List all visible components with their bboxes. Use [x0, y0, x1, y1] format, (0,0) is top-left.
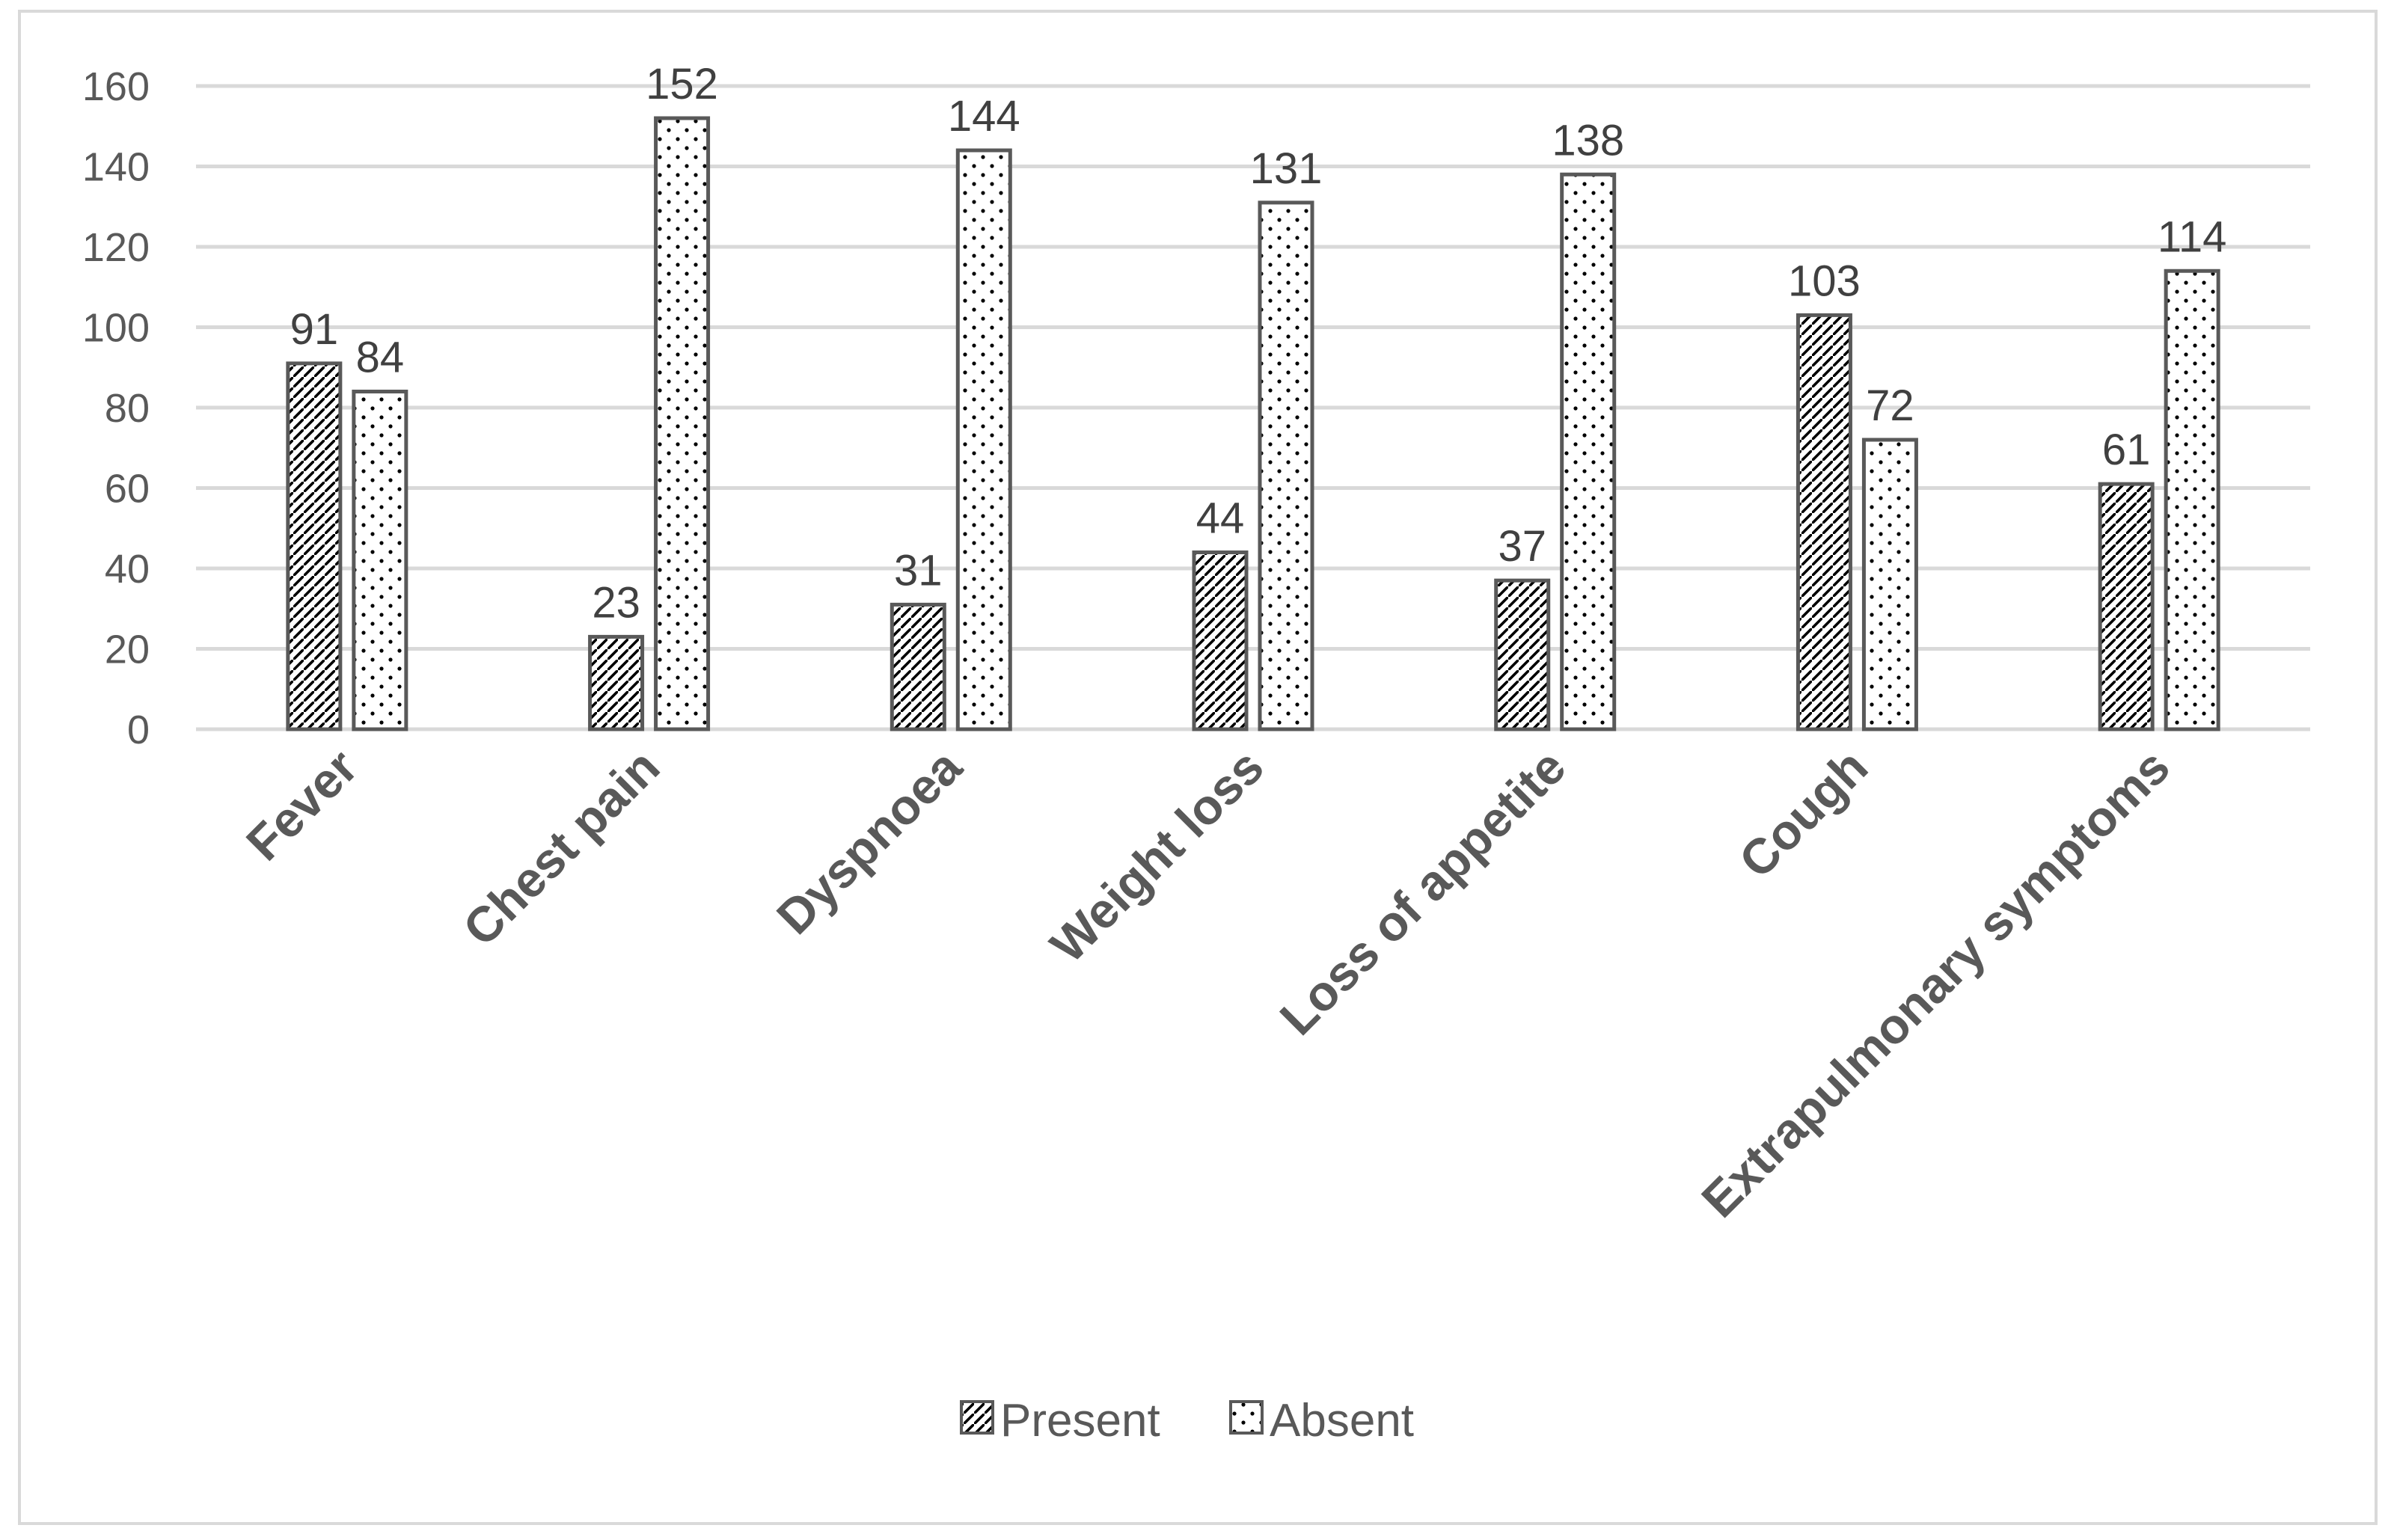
bar-present-dyspnoea — [890, 602, 946, 731]
y-tick-label: 160 — [82, 64, 150, 109]
data-label-present-cough: 103 — [1788, 257, 1861, 305]
data-label-present-chest-pain: 23 — [592, 578, 640, 627]
bar-present-fever — [286, 361, 343, 731]
data-label-absent-dyspnoea: 144 — [948, 92, 1020, 141]
bar-absent-cough — [1861, 438, 1918, 731]
data-label-absent-chest-pain: 152 — [646, 60, 718, 108]
data-label-present-weight-loss: 44 — [1196, 494, 1245, 543]
bar-present-cough — [1796, 313, 1852, 731]
legend-label-absent: Absent — [1270, 1395, 1414, 1447]
data-label-absent-extrapulmonary-symptoms: 114 — [2158, 212, 2226, 261]
legend-swatch-present — [960, 1400, 994, 1435]
y-tick-label: 100 — [82, 306, 150, 351]
y-tick-label: 60 — [105, 467, 150, 512]
bar-present-chest-pain — [588, 634, 645, 731]
bar-absent-chest-pain — [654, 116, 711, 731]
bar-absent-fever — [352, 390, 408, 731]
y-tick-label: 40 — [105, 547, 150, 592]
legend-swatch-absent — [1229, 1400, 1264, 1435]
data-label-present-fever: 91 — [290, 305, 339, 354]
y-axis-ticks: 0 20 40 60 80 100 120 140 160 — [82, 64, 150, 752]
chart-border — [18, 10, 2378, 1525]
y-tick-label: 80 — [105, 386, 150, 431]
data-label-absent-loss-of-appetite: 138 — [1552, 116, 1624, 165]
data-label-present-loss-of-appetite: 37 — [1498, 522, 1546, 571]
data-label-present-extrapulmonary-symptoms: 61 — [2102, 426, 2151, 474]
y-tick-label: 140 — [82, 145, 150, 190]
data-label-absent-fever: 84 — [356, 334, 405, 382]
bar-present-weight-loss — [1192, 550, 1249, 731]
data-label-present-dyspnoea: 31 — [894, 546, 943, 595]
bar-present-loss-of-appetite — [1494, 578, 1551, 731]
bar-absent-dyspnoea — [955, 148, 1012, 731]
bar-absent-extrapulmonary-symptoms — [2164, 269, 2220, 731]
y-tick-label: 120 — [82, 225, 150, 270]
y-tick-label: 0 — [127, 708, 150, 752]
data-labels: 91 84 23 152 31 144 44 131 37 138 103 72 61 114 — [290, 60, 2227, 627]
bar-absent-weight-loss — [1258, 200, 1314, 731]
bar-present-extrapulmonary-symptoms — [2098, 482, 2155, 731]
gridlines — [196, 84, 2310, 731]
data-label-absent-cough: 72 — [1866, 381, 1914, 430]
legend: Present Absent — [960, 1395, 1414, 1447]
data-label-absent-weight-loss: 131 — [1250, 144, 1323, 193]
bars — [286, 116, 2220, 731]
bar-absent-loss-of-appetite — [1560, 172, 1617, 731]
y-tick-label: 20 — [105, 628, 150, 672]
legend-label-present: Present — [1000, 1395, 1160, 1447]
